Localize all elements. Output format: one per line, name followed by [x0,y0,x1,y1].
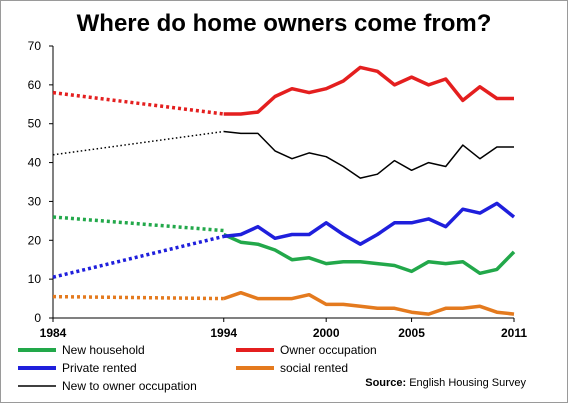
series-dotted-new-household [52,215,224,233]
series-dotted-owner-occupation [52,90,224,116]
series-line-new-household [222,232,516,276]
series-line-owner-occupation [223,65,514,116]
series-dotted-new-to-owner-occupation [52,130,224,156]
y-tick-label: 50 [28,117,42,131]
y-tick-label: 60 [28,78,42,92]
series-dotted-social-rented [52,294,224,301]
x-tick-label: 2011 [501,326,527,340]
series-line-social-rented [223,290,515,316]
series-lines [52,65,516,316]
y-tick-label: 40 [28,156,42,170]
legend-label-social-rented: social rented [280,361,348,375]
legend-label-new-to-owner-occupation: New to owner occupation [62,379,197,393]
axes: 0 10 20 30 40 50 60 70 1984 1994 2000 2005 2011 [28,39,528,340]
x-tick-label: 1984 [40,326,67,340]
legend-label-owner-occupation: Owner occupation [280,343,377,357]
series-dotted-private-rented [52,234,225,279]
x-tick-label: 1994 [210,326,237,340]
y-tick-label: 30 [28,194,42,208]
series-line-new-to-owner-occupation [223,130,514,179]
legend-label-new-household: New household [62,343,145,357]
x-tick-label: 2005 [398,326,425,340]
y-tick-label: 20 [28,233,42,247]
y-tick-label: 70 [28,39,42,53]
series-line-private-rented [223,201,516,246]
y-tick-label: 0 [34,311,41,325]
source-label: Source: [365,377,406,389]
legend-label-private-rented: Private rented [62,361,137,375]
source-note: Source: English Housing Survey [365,377,526,389]
source-text: English Housing Survey [409,377,526,389]
x-tick-label: 2000 [313,326,340,340]
y-tick-label: 10 [28,272,42,286]
legend: New household Owner occupation Private ren… [18,343,377,393]
chart-title: Where do home owners come from? [76,10,492,37]
